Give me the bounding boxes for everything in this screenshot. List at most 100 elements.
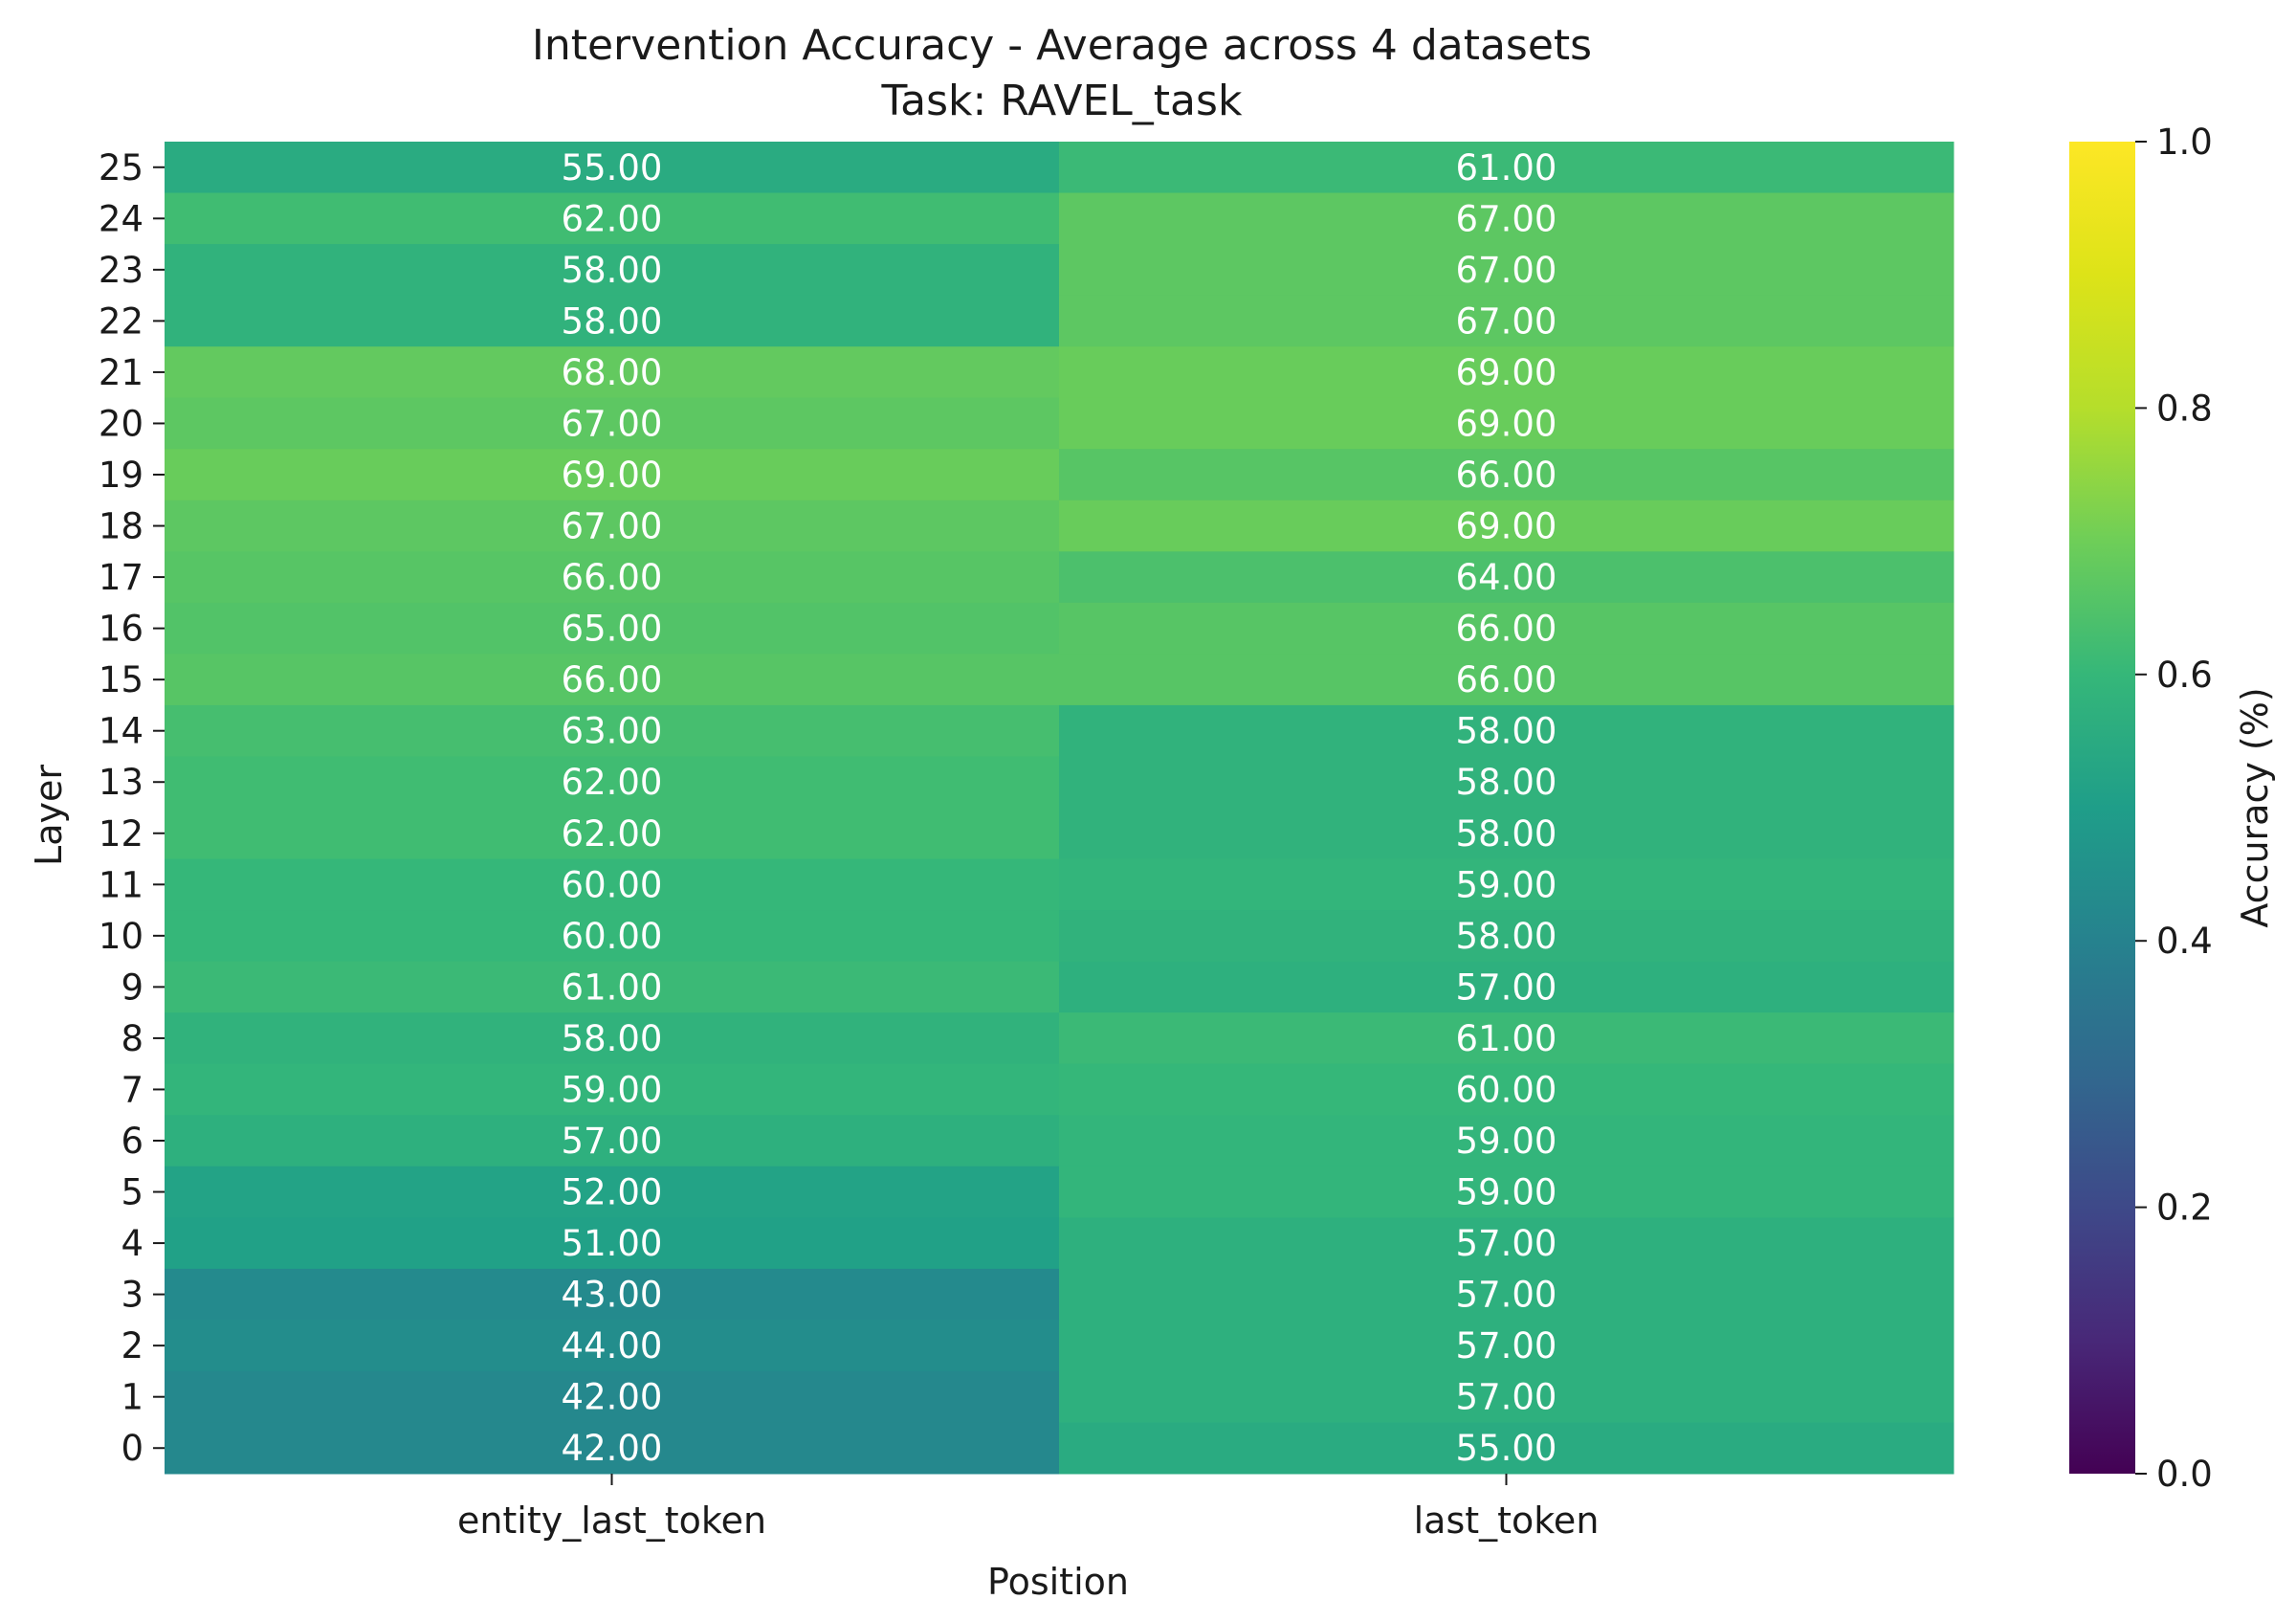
cell-value-label: 43.00	[562, 1275, 663, 1316]
y-tick-label: 10	[99, 916, 144, 957]
cell-value-label: 52.00	[562, 1172, 663, 1213]
cell-value-label: 66.00	[1456, 609, 1557, 650]
colorbar-tick-label: 0.0	[2156, 1454, 2213, 1495]
x-axis: entity_last_token last_token	[457, 1474, 1599, 1542]
cell-value-label: 67.00	[1456, 300, 1557, 342]
y-tick-label: 18	[99, 506, 144, 547]
heatmap-cell	[1059, 295, 1954, 347]
y-tick-label: 15	[99, 659, 144, 700]
cell-value-label: 58.00	[562, 250, 663, 291]
chart-subtitle: Task: RAVEL_task	[881, 77, 1243, 125]
heatmap-cell	[1059, 704, 1954, 757]
y-tick-label: 24	[99, 198, 144, 239]
heatmap-cell	[1059, 1268, 1954, 1321]
heatmap-cell	[165, 910, 1060, 963]
cell-value-label: 64.00	[1456, 557, 1557, 598]
heatmap-cell	[165, 1012, 1060, 1065]
x-axis-label: Position	[987, 1561, 1129, 1603]
y-tick-label: 7	[121, 1069, 144, 1110]
cell-value-label: 57.00	[1456, 1275, 1557, 1316]
cell-value-label: 58.00	[562, 1018, 663, 1059]
heatmap-cell	[165, 1268, 1060, 1321]
heatmap-cell	[165, 551, 1060, 604]
cell-value-label: 62.00	[562, 762, 663, 803]
y-tick-label: 20	[99, 403, 144, 444]
y-tick-label: 8	[121, 1018, 144, 1059]
heatmap-cell	[1059, 1370, 1954, 1423]
heatmap-cell	[165, 858, 1060, 911]
heatmap-cell	[165, 1320, 1060, 1372]
heatmap-cell	[165, 808, 1060, 860]
y-tick-label: 3	[121, 1275, 144, 1316]
cell-value-label: 62.00	[562, 198, 663, 239]
cell-value-label: 55.00	[562, 147, 663, 189]
x-tick-label: entity_last_token	[457, 1500, 766, 1542]
y-tick-label: 17	[99, 557, 144, 598]
cell-value-label: 42.00	[562, 1377, 663, 1418]
cell-value-label: 58.00	[1456, 762, 1557, 803]
heatmap-cell	[1059, 1115, 1954, 1167]
heatmap-cell	[165, 142, 1060, 194]
heatmap-cell	[1059, 551, 1954, 604]
y-tick-label: 0	[121, 1428, 144, 1469]
y-tick-label: 14	[99, 711, 144, 752]
heatmap-cell	[1059, 961, 1954, 1013]
heatmap-cell	[1059, 858, 1954, 911]
y-tick-label: 19	[99, 455, 144, 496]
y-tick-label: 1	[121, 1377, 144, 1418]
y-tick-label: 4	[121, 1223, 144, 1264]
heatmap-cell	[1059, 808, 1954, 860]
heatmap-cell	[1059, 142, 1954, 194]
cell-value-label: 63.00	[562, 711, 663, 752]
cell-value-label: 60.00	[1456, 1069, 1557, 1110]
y-tick-label: 23	[99, 250, 144, 291]
heatmap-cell	[1059, 910, 1954, 963]
y-tick-label: 2	[121, 1325, 144, 1366]
heatmap-cell	[1059, 602, 1954, 655]
y-tick-label: 13	[99, 762, 144, 803]
cell-value-label: 66.00	[1456, 455, 1557, 496]
cell-value-label: 67.00	[1456, 250, 1557, 291]
colorbar-label: Accuracy (%)	[2234, 687, 2276, 927]
heatmap-cell	[1059, 1063, 1954, 1116]
cell-value-label: 55.00	[1456, 1428, 1557, 1469]
heatmap-cell	[1059, 654, 1954, 706]
cell-value-label: 44.00	[562, 1325, 663, 1366]
y-tick-label: 25	[99, 147, 144, 189]
colorbar-tick-label: 0.4	[2156, 921, 2213, 962]
heatmap-cell	[1059, 1166, 1954, 1218]
heatmap-cell	[165, 295, 1060, 347]
heatmap-cell	[1059, 449, 1954, 501]
heatmap-cell	[165, 244, 1060, 297]
heatmap-cell	[1059, 756, 1954, 809]
heatmap-cell	[165, 1063, 1060, 1116]
heatmap-cell	[1059, 192, 1954, 245]
cell-value-label: 69.00	[1456, 403, 1557, 444]
heatmap-cells	[165, 142, 1954, 1475]
heatmap-cell	[165, 654, 1060, 706]
heatmap-cell	[1059, 500, 1954, 552]
cell-value-label: 62.00	[562, 813, 663, 855]
heatmap-cell-labels: 55.00 61.00 62.00 67.00 58.00 67.00 58.00 67.00…	[562, 147, 1557, 1469]
colorbar-ticks: 0.0 0.2 0.4 0.6 0.8 1.0	[2135, 122, 2213, 1495]
cell-value-label: 58.00	[1456, 813, 1557, 855]
cell-value-label: 42.00	[562, 1428, 663, 1469]
heatmap-cell	[165, 1217, 1060, 1270]
cell-value-label: 59.00	[1456, 864, 1557, 905]
heatmap-cell	[1059, 346, 1954, 399]
heatmap-cell	[1059, 1422, 1954, 1475]
cell-value-label: 61.00	[1456, 147, 1557, 189]
y-tick-label: 9	[121, 967, 144, 1008]
cell-value-label: 58.00	[1456, 916, 1557, 957]
cell-value-label: 59.00	[1456, 1121, 1557, 1162]
heatmap-cell	[165, 192, 1060, 245]
y-tick-label: 5	[121, 1172, 144, 1213]
heatmap-cell	[165, 1422, 1060, 1475]
colorbar	[2069, 142, 2135, 1474]
y-tick-label: 11	[99, 864, 144, 905]
cell-value-label: 57.00	[1456, 1377, 1557, 1418]
heatmap-cell	[165, 1370, 1060, 1423]
y-axis: 2524232221201918171615141312111098765432…	[99, 147, 165, 1469]
cell-value-label: 67.00	[1456, 198, 1557, 239]
